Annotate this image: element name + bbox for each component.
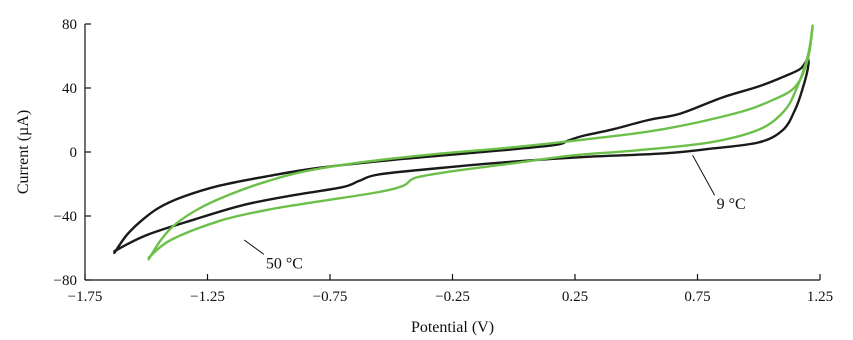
x-ticks: −1.75 −1.25 −0.75 −0.25 0.25 0.75 1.25 bbox=[68, 274, 833, 305]
x-tick-label: −1.25 bbox=[190, 289, 225, 305]
y-tick-label: 40 bbox=[62, 81, 77, 97]
x-tick-label: 0.75 bbox=[684, 289, 710, 305]
y-tick-label: 80 bbox=[62, 17, 77, 33]
x-tick-label: 1.25 bbox=[807, 289, 833, 305]
series-line-50-c bbox=[147, 24, 814, 261]
x-axis-title: Potential (V) bbox=[411, 319, 494, 336]
x-tick-label: −1.75 bbox=[68, 289, 103, 305]
x-tick-label: 0.25 bbox=[562, 289, 588, 305]
annotation-label: 9 °C bbox=[717, 196, 746, 213]
y-axis-title: Current (µA) bbox=[15, 110, 32, 194]
y-tick-label: −40 bbox=[54, 209, 77, 225]
axes: −1.75 −1.25 −0.75 −0.25 0.25 0.75 1.25 −80 −40 0… bbox=[54, 17, 834, 305]
annotation-leader-line bbox=[243, 239, 265, 255]
x-tick-label: −0.75 bbox=[313, 289, 348, 305]
annotation-layer: 9 °C 50 °C bbox=[243, 154, 746, 272]
annotation-label: 50 °C bbox=[266, 255, 303, 272]
y-ticks: −80 −40 0 40 80 bbox=[54, 17, 91, 289]
series-layer bbox=[113, 24, 814, 261]
y-tick-label: −80 bbox=[54, 273, 77, 289]
x-tick-label: −0.25 bbox=[435, 289, 470, 305]
y-tick-label: 0 bbox=[70, 145, 78, 161]
series-line-9-c bbox=[113, 58, 810, 254]
annotation-leader-line bbox=[692, 154, 716, 196]
